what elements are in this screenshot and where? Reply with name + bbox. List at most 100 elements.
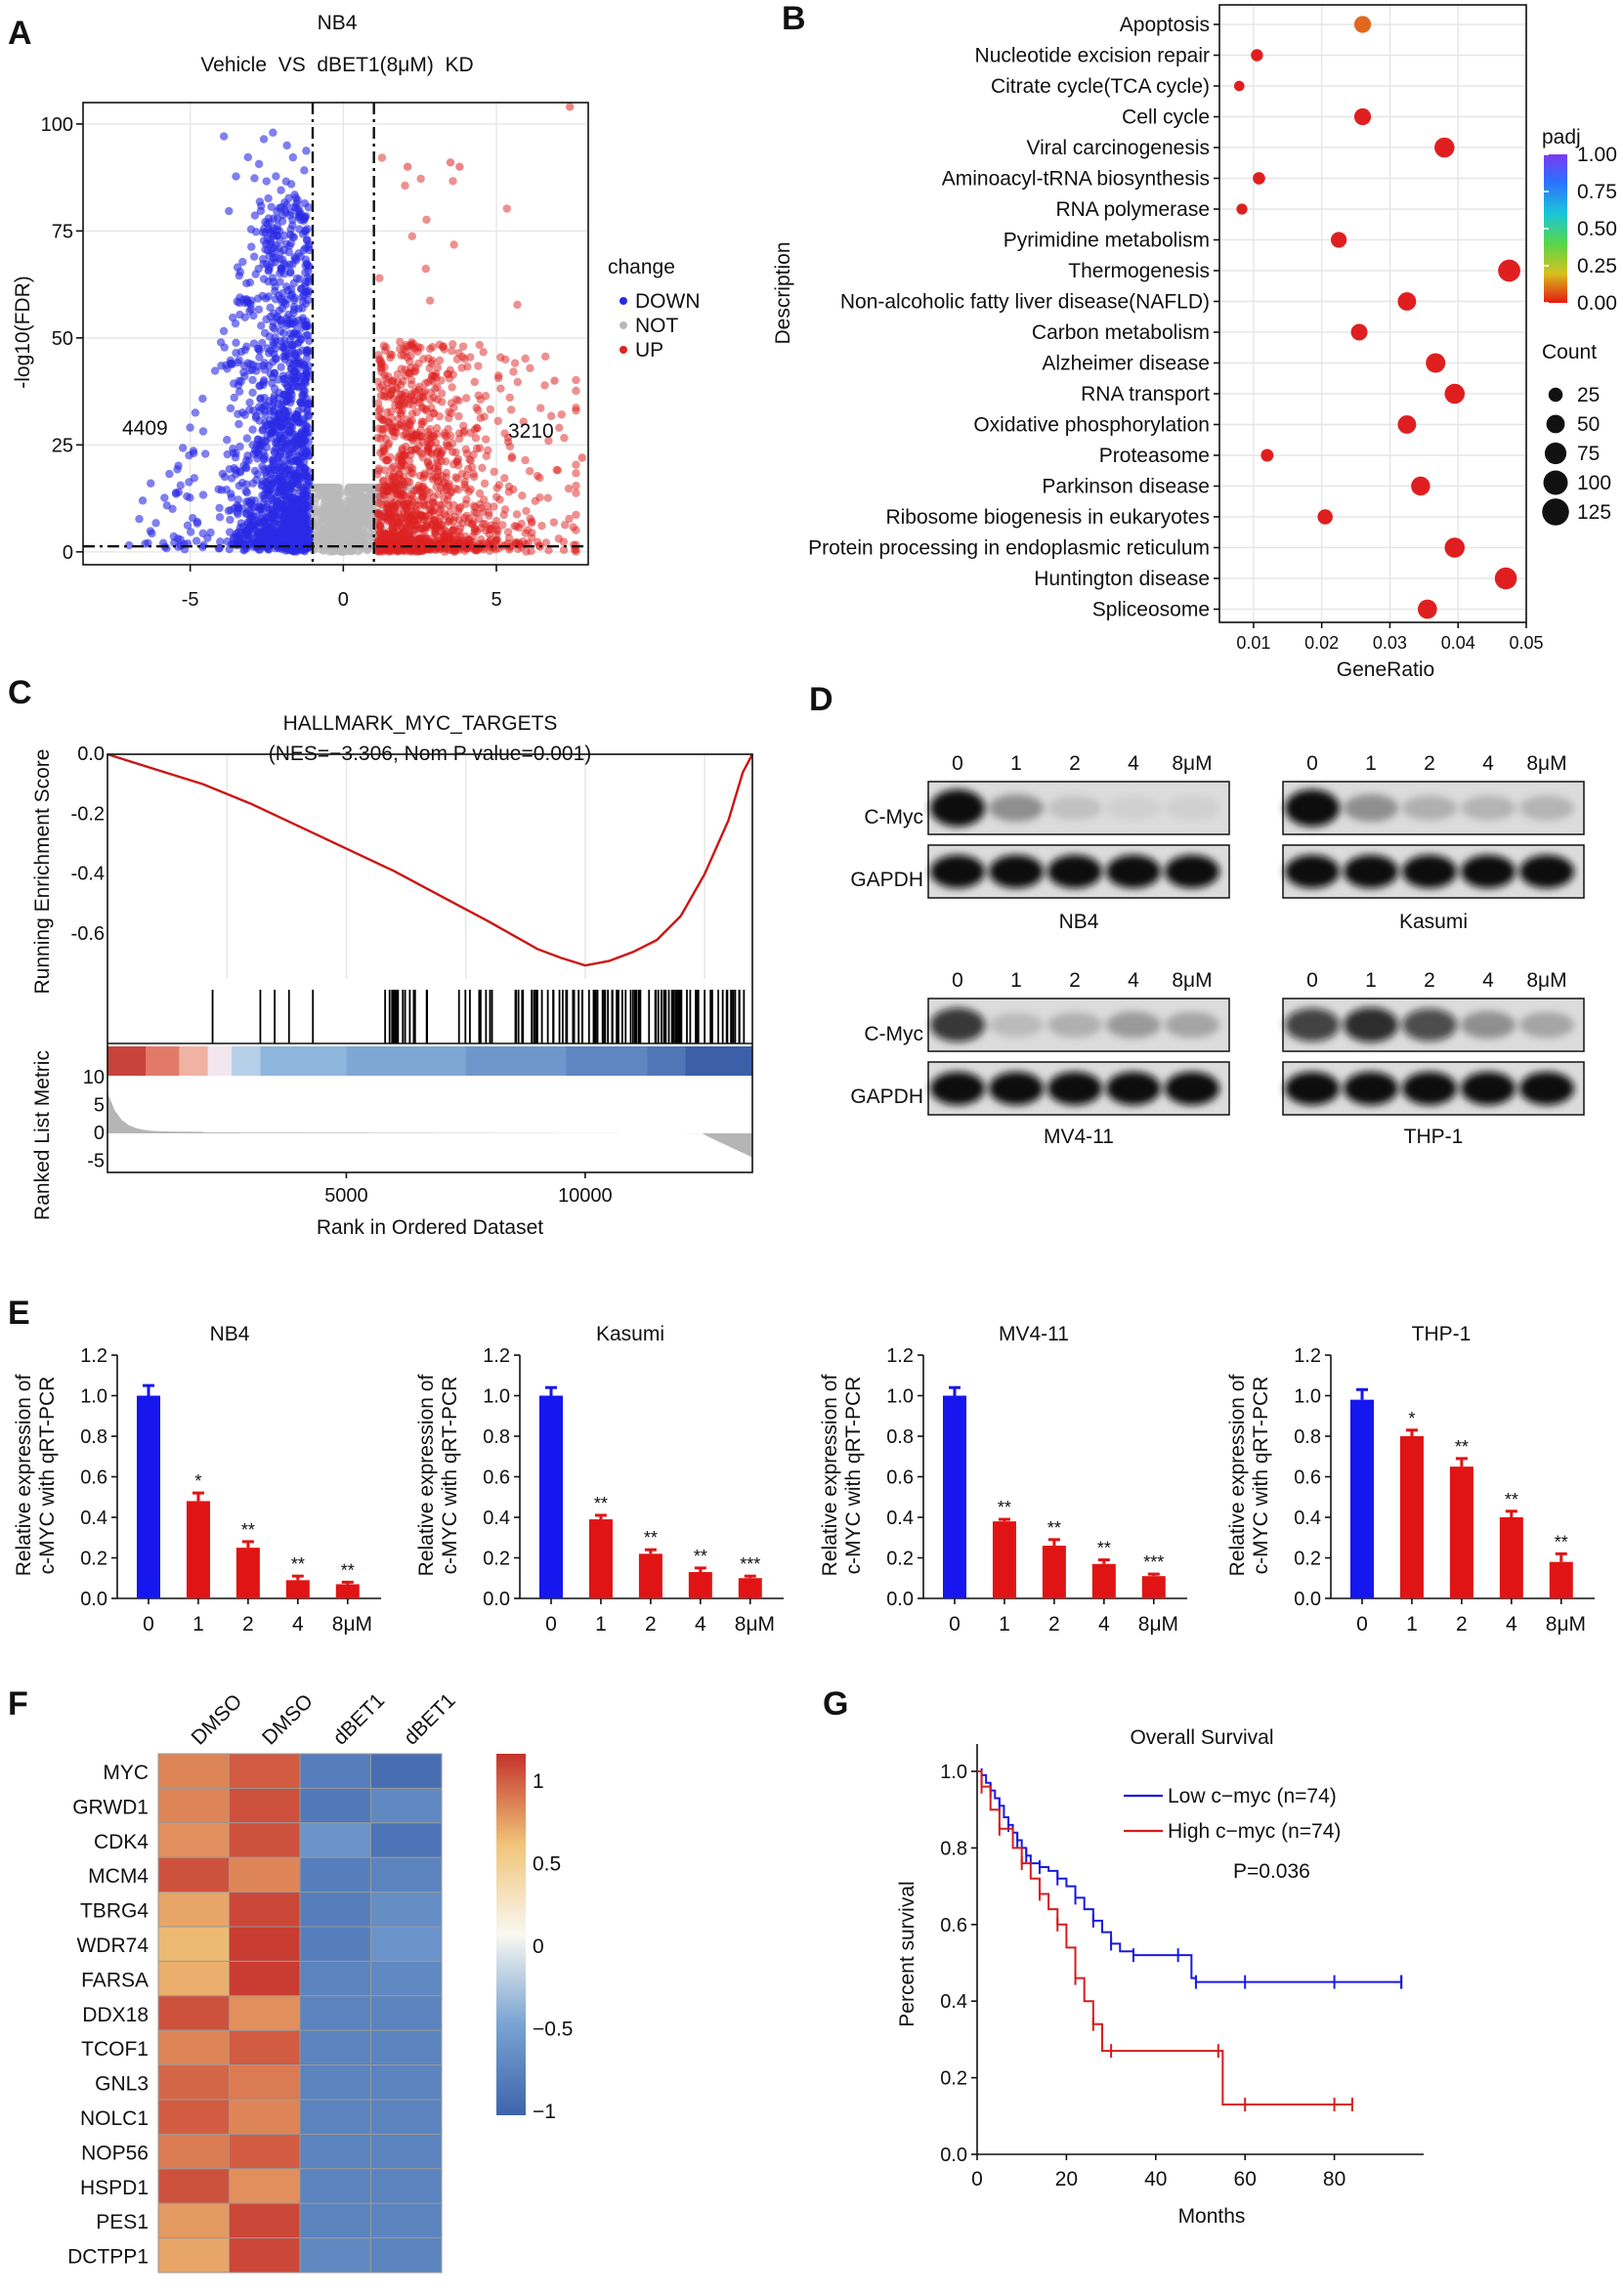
volcano-point-down (186, 528, 195, 536)
volcano-point-up (572, 406, 580, 415)
volcano-point-down (304, 361, 313, 370)
kegg-term-label: Spliceosome (1092, 599, 1210, 621)
volcano-point-down (275, 291, 283, 300)
kegg-xlabel: GeneRatio (1337, 659, 1434, 681)
volcano-point-up (478, 463, 487, 473)
volcano-point-up (446, 158, 455, 167)
volcano-point-up (466, 428, 475, 438)
heatmap-cell (157, 1856, 230, 1893)
volcano-point-up (565, 514, 574, 524)
heatmap-cell (370, 1822, 443, 1858)
blot-dose-label: 4 (1482, 752, 1494, 775)
qpcr-ytick-label: 0.8 (886, 1426, 914, 1448)
gsea-metric-ytick-label: 5 (94, 1095, 105, 1117)
volcano-point-up (463, 362, 472, 371)
blot-band (1165, 1072, 1219, 1105)
km-xtick-label: 60 (1234, 2168, 1257, 2190)
heatmap-cell (157, 2133, 230, 2170)
kegg-dot (1353, 16, 1372, 33)
volcano-point-down (232, 448, 240, 458)
heatmap-row-label: MCM4 (88, 1865, 149, 1888)
kegg-term-label: Thermogenesis (1068, 260, 1210, 282)
volcano-point-up (426, 395, 435, 404)
blot-band (1344, 855, 1398, 888)
volcano-point-up (378, 446, 387, 456)
panel-letter-a: A (8, 15, 32, 52)
kegg-frame (1218, 4, 1527, 623)
kegg-dot (1253, 172, 1265, 185)
volcano-point-down (286, 426, 295, 435)
qpcr-xtick-label: 1 (999, 1613, 1010, 1636)
volcano-point-down (151, 519, 160, 528)
kegg-dot (1330, 232, 1347, 248)
volcano-point-up (482, 451, 491, 461)
volcano-point-down (135, 515, 144, 524)
volcano-point-up (448, 346, 456, 356)
volcano-point-up (449, 240, 458, 249)
qpcr-xtick-label: 1 (1406, 1613, 1418, 1636)
volcano-point-down (173, 465, 182, 474)
volcano-point-up (396, 344, 405, 354)
volcano-point-up (449, 500, 458, 510)
volcano-point-up (484, 508, 493, 517)
kegg-dot (1433, 137, 1455, 158)
volcano-point-up (533, 471, 542, 481)
volcano-point-down (225, 206, 234, 216)
volcano-point-up (521, 455, 530, 465)
qpcr-significance: ** (694, 1547, 707, 1566)
volcano-point-up (460, 426, 469, 436)
qpcr-ylabel-line2: c-MYC with qRT-PCR (36, 1377, 59, 1575)
volcano-point-down (295, 464, 304, 473)
volcano-point-down (285, 211, 295, 220)
volcano-point-down (239, 461, 248, 470)
volcano-legend-label: NOT (635, 315, 679, 337)
volcano-point-up (536, 404, 545, 412)
blot-row-label-gapdh: GAPDH (850, 869, 923, 891)
volcano-point-up (543, 493, 552, 502)
volcano-legend-marker (619, 297, 627, 305)
volcano-point-down (273, 540, 281, 550)
blot-band (1402, 855, 1457, 888)
volcano-point-up (408, 339, 418, 348)
volcano-point-down (225, 465, 235, 474)
volcano-point-down (267, 202, 276, 212)
volcano-point-up (448, 383, 456, 392)
volcano-point-down (235, 524, 244, 532)
km-xtick-label: 40 (1144, 2168, 1167, 2190)
volcano-ylabel: -log10(FDR) (12, 276, 34, 389)
volcano-point-up (417, 488, 426, 497)
volcano-point-down (281, 415, 291, 424)
volcano-point-down (249, 503, 258, 512)
blot-dose-label: 0 (952, 752, 963, 775)
volcano-point-down (281, 177, 290, 186)
blot-band (930, 1007, 985, 1042)
volcano-point-up (433, 363, 443, 372)
volcano-point-down (264, 292, 274, 301)
volcano-point-down (227, 492, 236, 502)
kegg-dot (1397, 415, 1417, 434)
qpcr-xtick-label: 2 (242, 1613, 254, 1636)
volcano-point-up (410, 431, 420, 440)
gsea-rank-segment (566, 1046, 648, 1076)
volcano-point-down (272, 501, 280, 510)
heatmap-cell (370, 2099, 443, 2135)
kegg-term-label: Non-alcoholic fatty liver disease(NAFLD) (840, 291, 1210, 314)
volcano-point-up (429, 506, 439, 515)
volcano-point-down (281, 282, 291, 291)
volcano-point-down (278, 391, 288, 400)
volcano-point-down (279, 344, 289, 353)
blot-band (1106, 1011, 1161, 1039)
qpcr-ytick-label: 0.0 (80, 1589, 107, 1610)
volcano-point-up (474, 405, 483, 415)
volcano-point-down (232, 172, 240, 181)
heatmap-cell (229, 2168, 301, 2204)
volcano-point-up (433, 542, 442, 551)
volcano-point-up (546, 411, 556, 421)
volcano-point-up (469, 469, 478, 479)
heatmap-cell (157, 1822, 230, 1858)
count-legend-label: 100 (1577, 472, 1611, 494)
gsea-rank-colorbar (107, 1046, 753, 1076)
volcano-point-down (216, 537, 225, 546)
heatmap-row-label: MYC (103, 1762, 149, 1784)
panel-letter-f: F (8, 1685, 28, 1722)
